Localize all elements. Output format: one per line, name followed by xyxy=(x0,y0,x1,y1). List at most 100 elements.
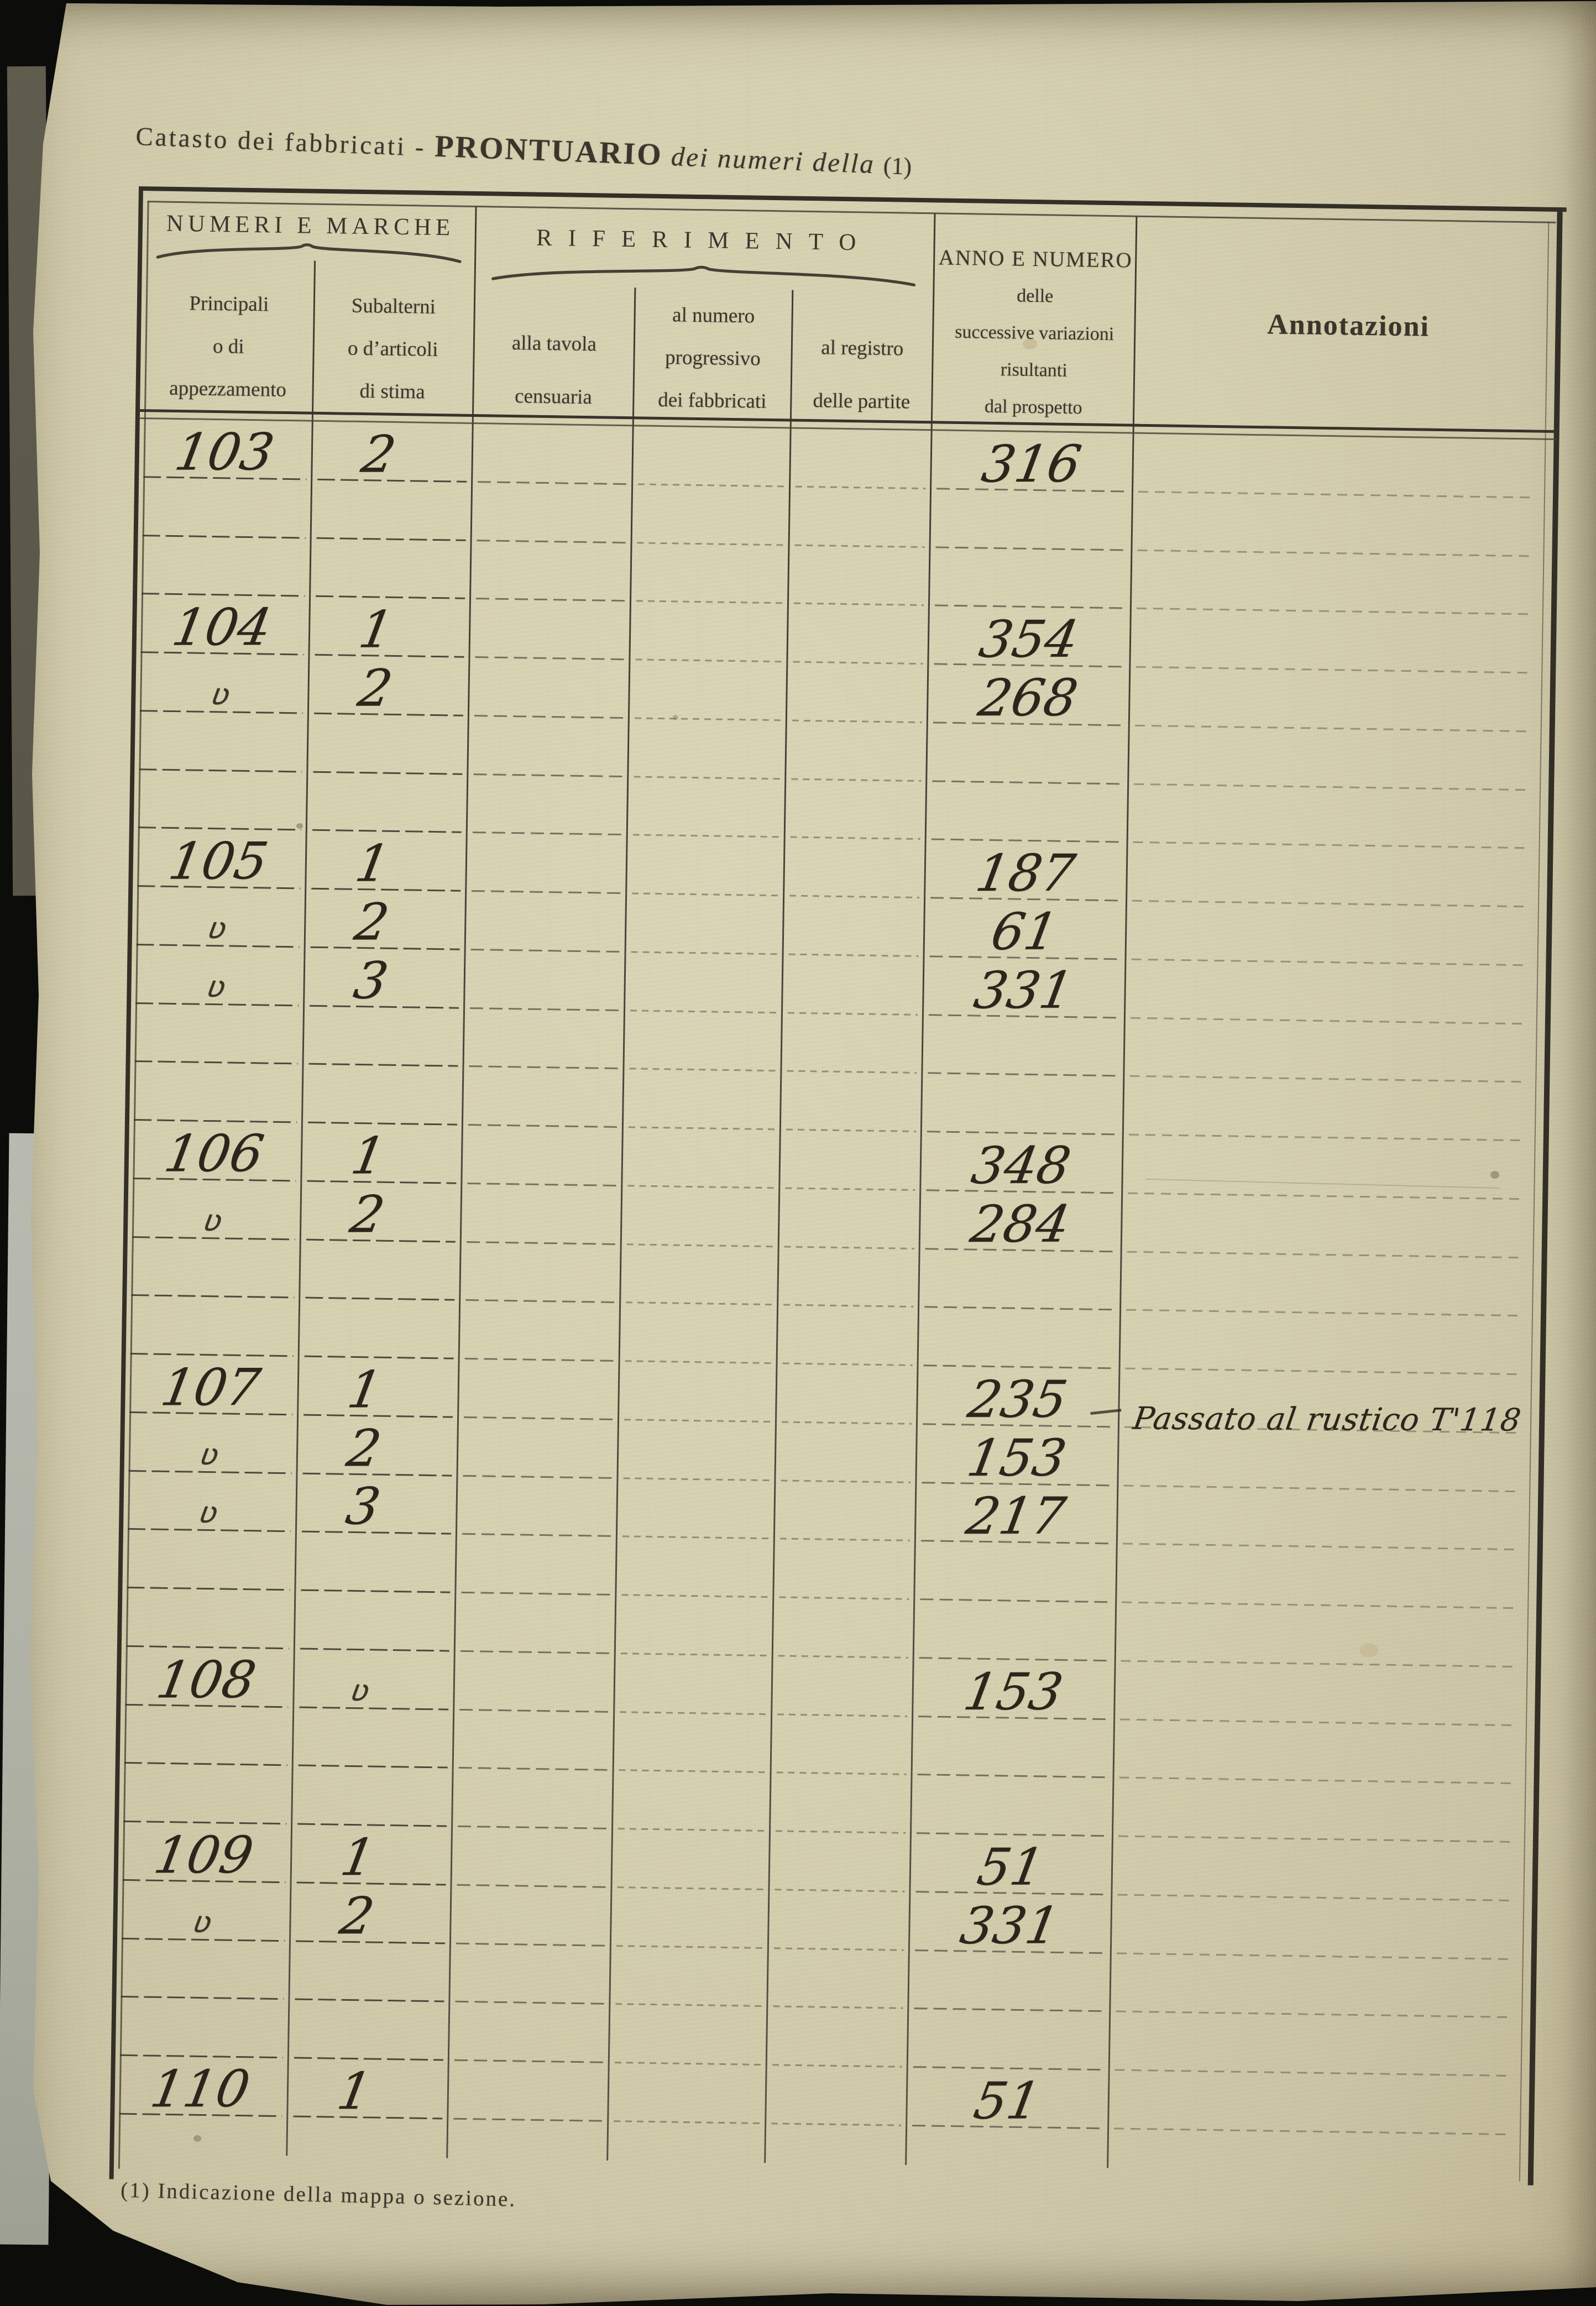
cell-annotazioni xyxy=(1108,2012,1537,2077)
column-header-registro-partite: al registro delle partite xyxy=(792,321,933,430)
cell-principali xyxy=(120,1530,295,1591)
cell-principali xyxy=(124,1237,300,1299)
paper-stain xyxy=(1023,338,1037,349)
cell-registro xyxy=(775,1364,917,1425)
cell-tavola xyxy=(453,1651,614,1713)
cell-principali xyxy=(113,1998,289,2059)
cell-principali: ʋ xyxy=(115,1880,290,1942)
cell-tavola xyxy=(468,599,630,661)
column-header-annotazioni: Annotazioni xyxy=(1137,306,1560,345)
cell-progressivo xyxy=(627,719,786,780)
column-header-anno-e-numero: ANNO E NUMERO delle successive variazion… xyxy=(934,239,1135,427)
cell-anno xyxy=(925,723,1128,785)
header-line: ANNO E NUMERO xyxy=(938,245,1133,273)
title-prefix: Catasto dei fabbricati - xyxy=(135,122,436,163)
cell-anno xyxy=(910,1775,1113,1837)
cell-annotazioni xyxy=(1119,1252,1548,1317)
cell-annotazioni xyxy=(1124,902,1553,966)
row-rule xyxy=(1114,2127,1510,2135)
column-header-principali: Principali o di appezzamento xyxy=(143,281,313,411)
cell-registro xyxy=(766,1949,908,2010)
cell-annotazioni xyxy=(1116,1486,1545,1551)
cell-principali: 109 xyxy=(116,1822,291,1885)
handwritten-value: 108 xyxy=(152,1650,260,1709)
cell-annotazioni: Passato al rustico T'118 xyxy=(1118,1369,1547,1438)
cell-principali: ʋ xyxy=(125,1179,301,1240)
cell-anno xyxy=(929,489,1132,551)
handwritten-value: 105 xyxy=(164,832,272,891)
handwritten-value: 331 xyxy=(955,1896,1064,1955)
handwritten-value: 106 xyxy=(160,1123,268,1183)
cell-anno: 348 xyxy=(919,1132,1122,1195)
cell-registro xyxy=(772,1598,914,1659)
cell-registro xyxy=(770,1715,912,1776)
cell-tavola xyxy=(449,1885,611,1947)
handwritten-value: 51 xyxy=(969,2071,1045,2131)
header-line: appezzamento xyxy=(169,377,287,401)
page-title: Catasto dei fabbricati - PRONTUARIO dei … xyxy=(135,117,1020,186)
header-line: di stima xyxy=(359,379,425,404)
cell-registro xyxy=(773,1481,915,1542)
handwritten-value: 268 xyxy=(974,668,1082,728)
cell-principali xyxy=(124,1296,299,1357)
handwritten-value: 2 xyxy=(346,1184,389,1244)
cell-progressivo xyxy=(611,1771,770,1832)
handwritten-value: 2 xyxy=(335,1886,379,1946)
cell-registro xyxy=(778,1189,920,1249)
table-body: 103 2 316 104 1 354 ʋ 2 268 105 1 187 ʋ 2 61 ʋ 3 331 106 1 3… xyxy=(112,419,1561,2136)
cell-subalterni: 2 xyxy=(304,890,465,951)
cell-principali xyxy=(119,1588,295,1650)
handwritten-value: 153 xyxy=(962,1428,1071,1488)
cell-anno: 51 xyxy=(909,1834,1112,1896)
cell-tavola xyxy=(461,1126,622,1186)
cell-progressivo xyxy=(631,426,790,488)
cell-principali: ʋ xyxy=(129,945,304,1006)
cell-principali xyxy=(117,1764,292,1825)
cell-anno: 284 xyxy=(919,1191,1122,1253)
column-header-tavola-censuaria: alla tavola censuaria xyxy=(474,316,634,425)
cell-annotazioni xyxy=(1129,609,1558,674)
cell-progressivo xyxy=(622,1069,781,1131)
cell-tavola xyxy=(464,892,626,953)
pen-dash-mark xyxy=(1090,1408,1122,1415)
cell-anno xyxy=(913,1600,1116,1662)
cell-subalterni: 1 xyxy=(290,1824,452,1887)
handwritten-value: 3 xyxy=(341,1477,385,1536)
cell-tavola xyxy=(459,1242,620,1304)
cell-progressivo xyxy=(619,1303,777,1364)
cell-anno: 51 xyxy=(906,2068,1108,2131)
header-line: risultanti xyxy=(1000,359,1068,381)
cell-principali xyxy=(135,536,310,597)
handwritten-value: 153 xyxy=(959,1662,1067,1722)
header-line: progressivo xyxy=(664,346,761,370)
cell-annotazioni xyxy=(1124,960,1553,1024)
cell-principali: 103 xyxy=(137,419,312,482)
column-header-subalterni: Subalterni o d’articoli di stima xyxy=(312,284,474,414)
cell-registro xyxy=(779,1072,922,1133)
handwritten-value: 354 xyxy=(975,609,1083,669)
cell-tavola xyxy=(463,950,625,1011)
cell-subalterni: 2 xyxy=(300,1181,461,1244)
cell-principali xyxy=(128,1003,303,1065)
header-line: successive variazioni xyxy=(955,321,1114,345)
title-footnote-ref: (1) xyxy=(883,151,913,180)
cell-annotazioni xyxy=(1122,1077,1551,1142)
brace-riferimento xyxy=(491,265,916,287)
cell-anno: 217 xyxy=(914,1483,1117,1546)
cell-registro xyxy=(787,546,929,606)
cell-anno xyxy=(907,2009,1110,2071)
cell-annotazioni xyxy=(1132,434,1561,499)
cell-tavola xyxy=(465,833,626,895)
cell-progressivo xyxy=(610,1829,769,1890)
header-line: al registro xyxy=(821,336,904,360)
cell-principali: 108 xyxy=(118,1646,294,1709)
cell-anno: 354 xyxy=(927,606,1130,669)
cell-progressivo xyxy=(616,1420,775,1481)
cell-anno: 235 xyxy=(916,1366,1122,1429)
cell-anno: 331 xyxy=(922,957,1125,1019)
cell-tavola xyxy=(462,1008,624,1070)
cell-principali: ʋ xyxy=(133,653,308,714)
cell-progressivo xyxy=(631,485,789,546)
cell-progressivo xyxy=(624,953,782,1013)
cell-registro xyxy=(789,428,931,489)
